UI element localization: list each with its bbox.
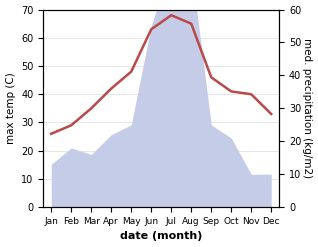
Y-axis label: med. precipitation (kg/m2): med. precipitation (kg/m2) bbox=[302, 38, 313, 178]
X-axis label: date (month): date (month) bbox=[120, 231, 203, 242]
Y-axis label: max temp (C): max temp (C) bbox=[5, 72, 16, 144]
